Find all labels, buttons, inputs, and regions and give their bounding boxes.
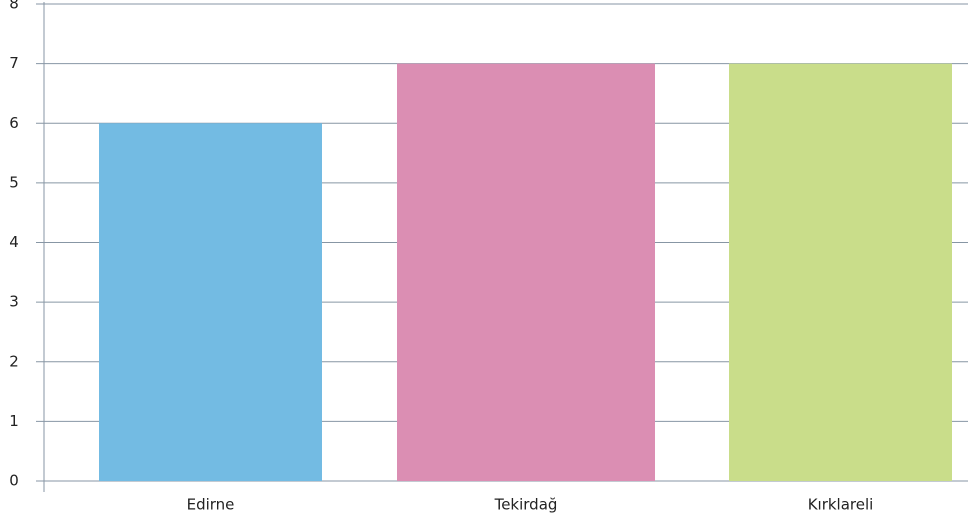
y-tick-label: 4 xyxy=(9,233,19,251)
y-tick-label: 7 xyxy=(9,54,19,72)
y-tick-label: 8 xyxy=(9,0,19,13)
bar xyxy=(729,63,952,481)
y-tick-label: 1 xyxy=(9,412,19,430)
bar xyxy=(99,123,322,481)
y-tick-label: 3 xyxy=(9,293,19,311)
bar xyxy=(397,63,655,481)
x-tick-label: Edirne xyxy=(187,496,235,514)
x-tick-label: Tekirdağ xyxy=(494,496,558,514)
x-tick-label: Kırklareli xyxy=(808,496,874,514)
y-tick-label: 6 xyxy=(9,114,19,132)
y-tick-label: 5 xyxy=(9,173,19,191)
y-tick-label: 0 xyxy=(9,472,19,490)
y-tick-label: 2 xyxy=(9,352,19,370)
